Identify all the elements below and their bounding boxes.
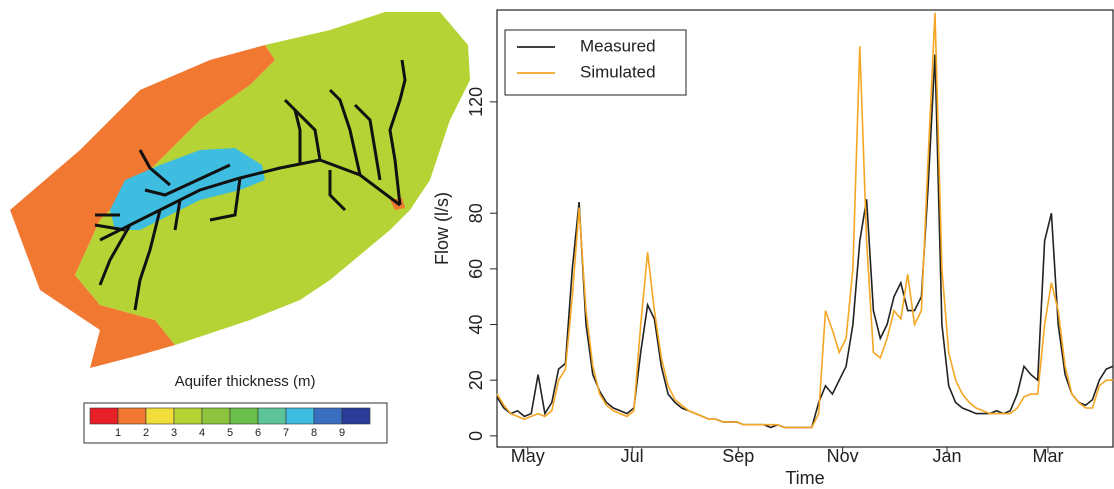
series-line xyxy=(496,12,1113,429)
legend-swatch xyxy=(201,407,231,425)
legend-label: 9 xyxy=(339,427,345,439)
legend-label: 5 xyxy=(227,427,233,439)
y-tick-label: 60 xyxy=(466,259,486,279)
legend-label: 3 xyxy=(171,427,177,439)
x-tick-label: Sep xyxy=(722,446,754,466)
map-lake xyxy=(110,148,265,230)
x-axis-label: Time xyxy=(785,468,824,488)
legend-swatch xyxy=(285,407,315,425)
legend-swatch xyxy=(341,407,371,425)
legend-swatch xyxy=(89,407,119,425)
legend-swatch xyxy=(257,407,287,425)
y-tick-label: 20 xyxy=(466,370,486,390)
y-tick-label: 40 xyxy=(466,315,486,335)
map-outer-zone xyxy=(10,45,275,368)
legend-label: 1 xyxy=(115,427,121,439)
legend-label: 7 xyxy=(283,427,289,439)
legend-swatch xyxy=(313,407,343,425)
legend-box xyxy=(504,29,687,96)
legend-label: 6 xyxy=(255,427,261,439)
map: Aquifer thickness (m) 1 2 3 4 5 6 7 8 9 xyxy=(10,12,470,444)
map-title: Aquifer thickness (m) xyxy=(175,373,316,390)
x-tick-label: May xyxy=(511,446,545,466)
y-tick-label: 0 xyxy=(466,431,486,441)
map-inner-zone xyxy=(75,12,470,345)
legend-swatch xyxy=(117,407,147,425)
x-tick-label: Jul xyxy=(621,446,644,466)
legend-swatch xyxy=(145,407,175,425)
y-tick-label: 120 xyxy=(466,87,486,117)
series-line xyxy=(496,54,1114,429)
legend-label: 4 xyxy=(199,427,205,439)
legend-label: Simulated xyxy=(580,62,656,81)
map-streams xyxy=(94,59,407,311)
plot-frame xyxy=(496,9,1114,448)
y-tick-label: 80 xyxy=(466,203,486,223)
x-tick-label: Jan xyxy=(933,446,962,466)
chart: 0 20 40 60 80 120 May Jul Sep Nov Jan Mar Time Flow (… xyxy=(432,9,1114,488)
legend-swatch xyxy=(173,407,203,425)
x-tick-label: Nov xyxy=(827,446,859,466)
legend-label: Measured xyxy=(580,36,656,55)
legend-swatch xyxy=(229,407,259,425)
legend-label: 8 xyxy=(311,427,317,439)
x-tick-label: Mar xyxy=(1032,446,1063,466)
map-legend: 1 2 3 4 5 6 7 8 9 xyxy=(89,407,371,439)
legend-label: 2 xyxy=(143,427,149,439)
legend: Measured Simulated xyxy=(504,29,687,96)
y-axis-label: Flow (l/s) xyxy=(432,192,452,265)
